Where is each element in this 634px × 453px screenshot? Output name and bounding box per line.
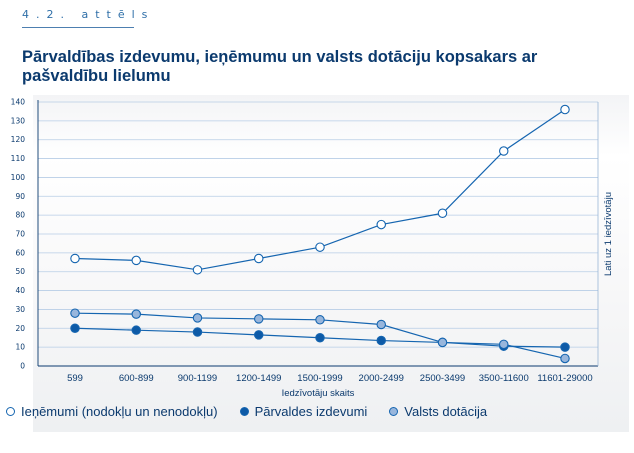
gridlines [38,101,598,348]
legend: Ieņēmumi (nodokļu un nenodokļu) Pārvalde… [6,404,509,419]
data-point [498,339,509,350]
x-tick-label: 599 [67,373,83,384]
data-point [376,335,386,346]
data-point [70,323,80,334]
legend-item-admin-expenses: Pārvaldes izdevumi [239,404,368,419]
y-tick-labels: 0 10 20 30 40 50 60 70 80 90 100 110 120 130 140 [11,98,26,371]
chart-title: Pārvaldības izdevumu, ieņēmumu un valsts… [22,48,538,85]
series-2 [70,308,570,364]
data-point [192,265,203,275]
plot-background [33,95,629,432]
data-point [131,309,142,319]
legend-item-state-grant: Valsts dotācija [389,404,487,419]
data-point [70,253,80,264]
open-circle-icon [6,407,15,416]
x-tick-label: 11601-29000 [537,373,592,384]
y-tick-label: 40 [15,286,25,295]
y-tick-label: 110 [11,154,26,163]
data-point [131,325,142,335]
y-tick-label: 80 [15,211,25,220]
figure-label: 4.2. attēls [22,8,155,21]
data-point [192,313,203,323]
y-tick-label: 130 [11,116,26,125]
data-point [437,337,448,348]
data-point [254,253,264,264]
y-tick-label: 70 [15,230,25,239]
y-tick-label: 140 [11,98,26,107]
data-point [254,330,264,340]
x-tick-label: 1500-1999 [297,373,342,384]
x-tick-label: 2500-3499 [420,373,465,384]
x-tick-labels: 599 600-899 900-1199 1200-1499 1500-1999 2000… [67,373,593,384]
y-tick-label: 90 [15,192,25,201]
x-tick-label: 900-1199 [178,373,217,384]
y-tick-label: 10 [15,343,25,352]
legend-label-state-grant: Valsts dotācija [404,404,488,419]
x-axis-title: Iedzīvotāju skaits [282,388,355,399]
legend-label-revenue: Ieņēmumi (nodokļu un nenodokļu) [21,404,218,419]
data-point [560,342,570,352]
series-0 [70,104,570,275]
legend-label-admin-expenses: Pārvaldes izdevumi [254,404,368,419]
x-tick-label: 600-899 [119,373,154,384]
data-point [315,315,325,325]
data-point [254,314,264,324]
y-axis-title: Lati uz 1 iedzīvotāju [603,192,614,276]
data-point [376,319,386,330]
x-tick-label: 2000-2499 [359,373,404,384]
filled-circle-icon [239,407,249,416]
data-point [376,219,386,230]
y-tick-label: 20 [15,324,25,333]
data-point [498,146,509,156]
y-tick-label: 120 [11,135,26,144]
y-tick-label: 50 [15,267,25,276]
x-tick-label: 3500-11600 [479,373,529,384]
y-tick-label: 30 [15,305,25,314]
y-tick-label: 60 [15,248,25,257]
data-point [560,353,570,364]
legend-item-revenue: Ieņēmumi (nodokļu un nenodokļu) [6,404,218,419]
figure-label-underline [22,27,134,28]
data-point [315,242,325,252]
x-tick-label: 1200-1499 [236,373,281,384]
shaded-circle-icon [389,407,399,416]
data-point [192,327,203,337]
data-point [131,255,142,266]
data-point [315,332,325,343]
data-point [70,308,80,318]
y-tick-label: 100 [11,173,26,182]
axes [37,100,599,367]
y-tick-label: 0 [20,362,25,371]
series [70,104,570,364]
data-point [560,104,570,115]
data-point [437,208,448,219]
